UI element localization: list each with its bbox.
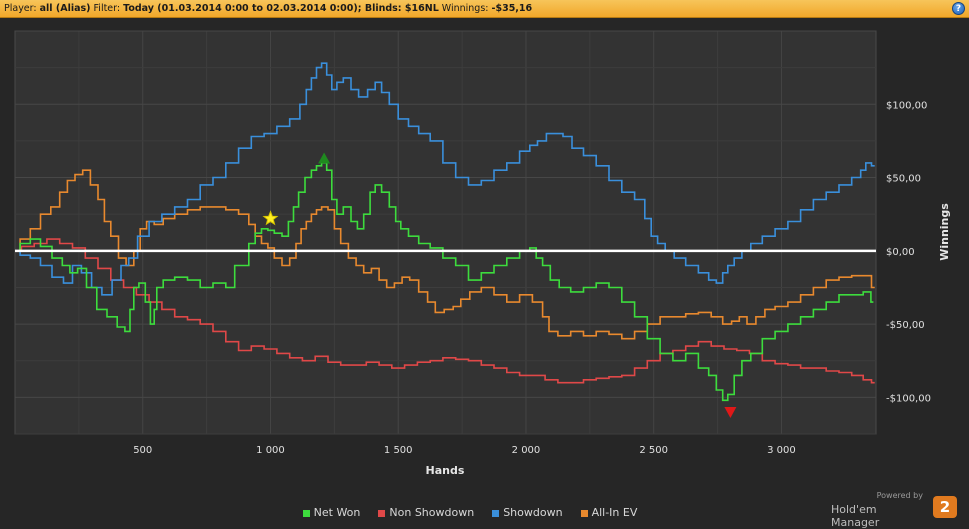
legend-swatch [302, 509, 310, 517]
product-name: Hold'em Manager [831, 503, 880, 529]
min-marker [724, 407, 737, 418]
legend-label: Non Showdown [389, 506, 475, 519]
max-marker [318, 152, 331, 164]
x-tick-label: 500 [133, 445, 152, 456]
series-line-showdown [15, 62, 875, 296]
y-tick-label: -$50,00 [886, 320, 925, 331]
player-value: all (Alias) [39, 3, 91, 14]
y-tick-label: $50,00 [886, 174, 921, 185]
winnings-value: -$35,16 [491, 3, 533, 14]
branding: Powered by Hold'em Manager 2 [831, 491, 961, 529]
tick-labels: 500 1 000 1 500 2 000 2 500 3 000 $100,00 $50,0… [133, 100, 931, 456]
legend-item-showdown[interactable]: Showdown [492, 503, 563, 523]
y-tick-label: $0,00 [886, 247, 915, 258]
x-tick-label: 2 500 [639, 445, 668, 456]
star-marker [262, 210, 279, 226]
x-tick-label: 2 000 [512, 445, 541, 456]
y-tick-label: -$100,00 [886, 393, 931, 404]
legend-label: Showdown [503, 506, 563, 519]
hem2-logo-icon: 2 [933, 496, 957, 518]
legend-label: Net Won [313, 506, 361, 519]
legend-item-all-in-ev[interactable]: All-In EV [580, 503, 638, 523]
series-line-non-showdown [15, 238, 875, 384]
legend-item-non-showdown[interactable]: Non Showdown [378, 503, 474, 523]
series-line-net-won [15, 162, 874, 402]
powered-by-text: Powered by [876, 491, 923, 500]
winnings-chart: 500 1 000 1 500 2 000 2 500 3 000 $100,00 $50,0… [14, 30, 951, 477]
y-axis-label: Winnings [938, 203, 951, 261]
marker-layer [262, 152, 737, 418]
x-tick-label: 1 000 [256, 445, 285, 456]
x-tick-label: 1 500 [384, 445, 413, 456]
legend-swatch [580, 509, 588, 517]
legend-item-net-won[interactable]: Net Won [302, 503, 361, 523]
x-axis-label: Hands [426, 464, 465, 477]
legend-swatch [492, 509, 500, 517]
chart-legend: Net Won Non Showdown Showdown All-In EV [0, 503, 940, 523]
player-label: Player: [4, 3, 37, 14]
filter-label: Filter: [93, 3, 121, 14]
y-tick-label: $100,00 [886, 100, 927, 111]
x-tick-label: 3 000 [767, 445, 796, 456]
legend-swatch [378, 509, 386, 517]
winnings-label: Winnings: [441, 3, 489, 14]
help-icon[interactable]: ? [952, 2, 965, 15]
filter-value: Today (01.03.2014 0:00 to 02.03.2014 0:0… [123, 3, 439, 14]
legend-label: All-In EV [591, 506, 638, 519]
header-bar: Player: all (Alias) Filter: Today (01.03… [0, 0, 969, 18]
plot-area [14, 30, 877, 435]
